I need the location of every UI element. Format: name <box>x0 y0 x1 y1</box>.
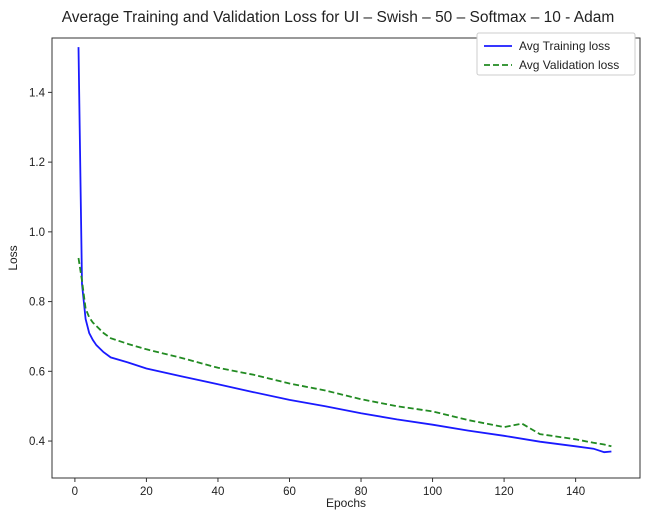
y-axis-label: Loss <box>6 245 20 270</box>
y-tick-label: 0.4 <box>29 436 46 448</box>
y-tick-label: 0.6 <box>29 366 45 378</box>
legend-label: Avg Validation loss <box>519 58 619 72</box>
x-axis-label: Epochs <box>326 496 366 510</box>
x-tick-label: 140 <box>566 486 585 498</box>
legend-label: Avg Training loss <box>519 39 610 53</box>
y-tick-label: 0.8 <box>29 297 45 309</box>
x-tick-label: 20 <box>140 486 153 498</box>
chart-title: Average Training and Validation Loss for… <box>62 9 615 26</box>
x-tick-label: 100 <box>423 486 442 498</box>
series-line-validation <box>77 257 612 448</box>
x-tick-label: 120 <box>494 486 513 498</box>
y-tick-label: 1.0 <box>29 227 45 239</box>
series-line-training <box>77 47 612 454</box>
plot-area: 0 20 40 60 80 100 120 140 0.4 0.6 0.8 1.0 1.2 1.4 Avg … <box>29 32 641 498</box>
x-tick-label: 60 <box>283 486 296 498</box>
y-tick-label: 1.2 <box>29 157 45 169</box>
x-tick-label: 0 <box>72 486 78 498</box>
x-tick-label: 40 <box>212 486 225 498</box>
x-tick-label: 80 <box>355 486 368 498</box>
axes-frame <box>51 37 641 479</box>
y-tick-label: 1.4 <box>29 87 46 99</box>
legend-box <box>476 32 636 76</box>
